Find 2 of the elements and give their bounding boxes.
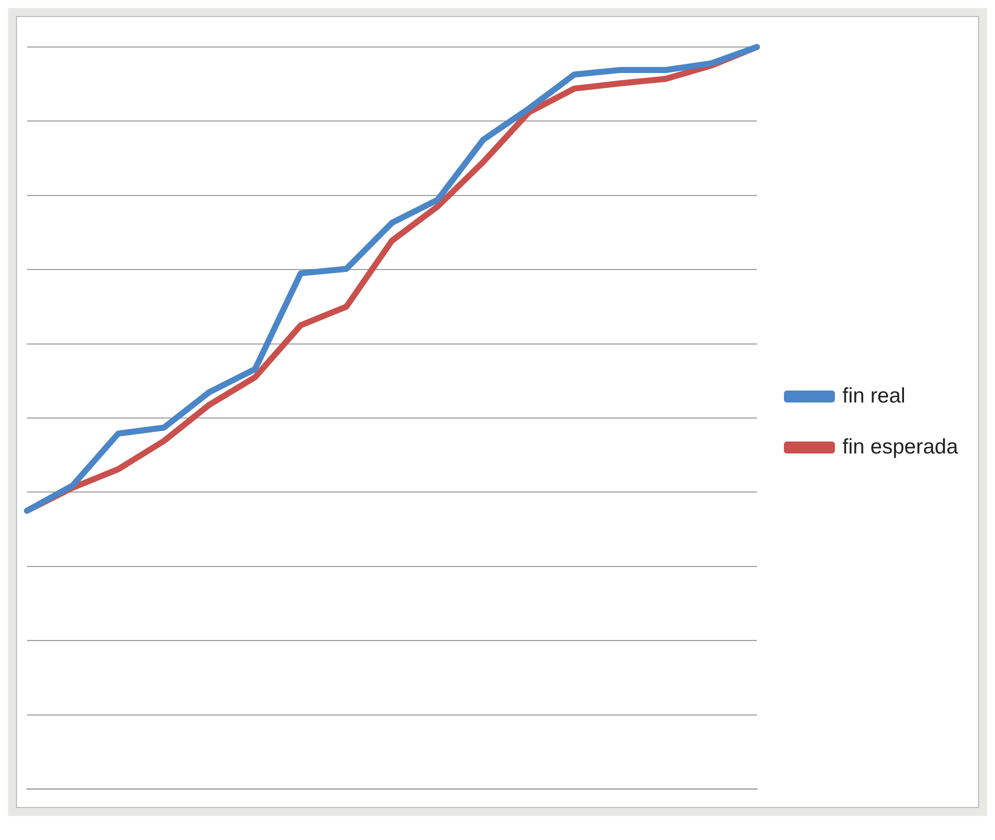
legend-label: fin esperada [842, 435, 958, 458]
legend-label: fin real [842, 384, 906, 408]
